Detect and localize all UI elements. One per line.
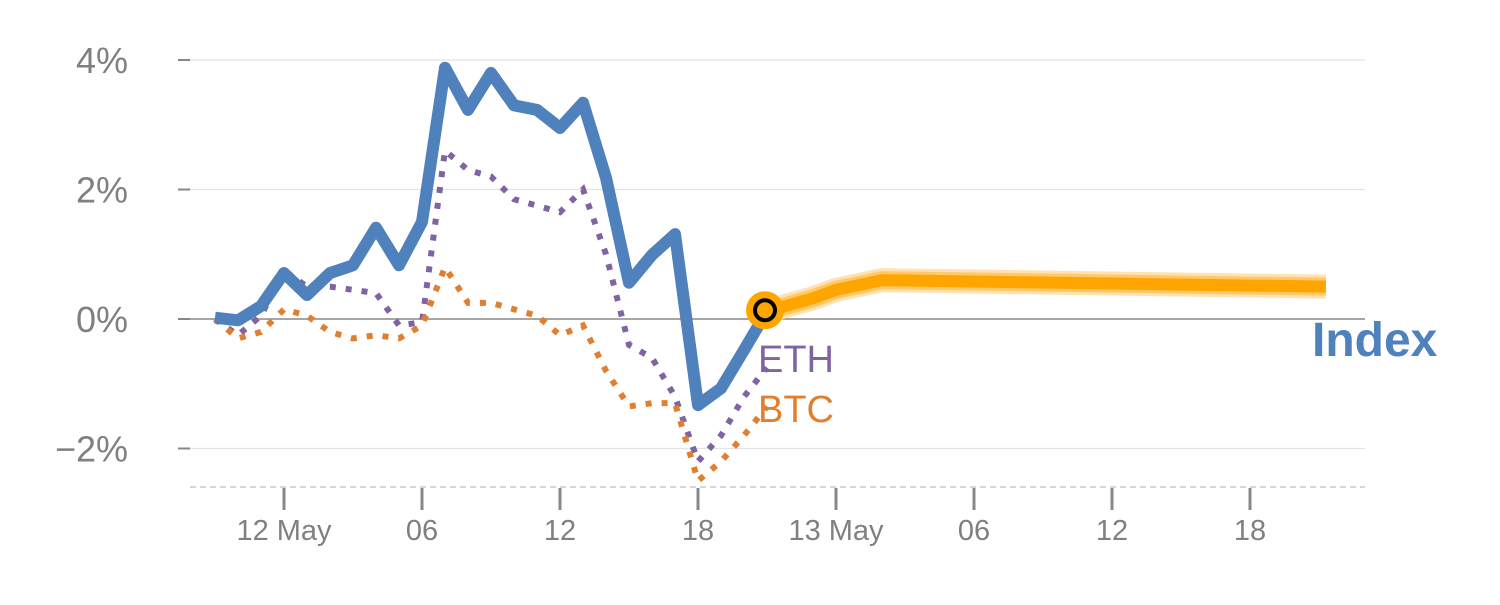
x-tick-label: 06 (406, 515, 438, 547)
x-tick-label: 12 May (236, 515, 332, 547)
label-index: Index (1312, 314, 1438, 367)
label-btc: BTC (758, 389, 834, 431)
x-tick-label: 13 May (788, 515, 884, 547)
x-axis: 12 May 06 12 18 13 May 06 12 18 (190, 486, 1365, 547)
x-tick-label: 18 (1234, 515, 1266, 547)
y-axis: 4% 2% 0% −2% (55, 40, 190, 470)
series-eth-line (213, 144, 770, 468)
series-index-forecast-line (765, 274, 1326, 318)
x-tick-label: 12 (1096, 515, 1128, 547)
y-tick-label: −2% (55, 429, 128, 470)
y-tick-label: 4% (76, 40, 128, 81)
current-point-ring (753, 298, 777, 323)
current-point-marker (746, 291, 784, 330)
x-tick-label: 18 (682, 515, 714, 547)
x-tick-label: 12 (544, 515, 576, 547)
series-lines (213, 61, 1327, 487)
x-tick-label: 06 (958, 515, 990, 547)
y-tick-label: 0% (76, 299, 128, 340)
y-tick-label: 2% (76, 170, 128, 211)
label-eth: ETH (758, 339, 834, 381)
series-index-line (214, 61, 773, 412)
